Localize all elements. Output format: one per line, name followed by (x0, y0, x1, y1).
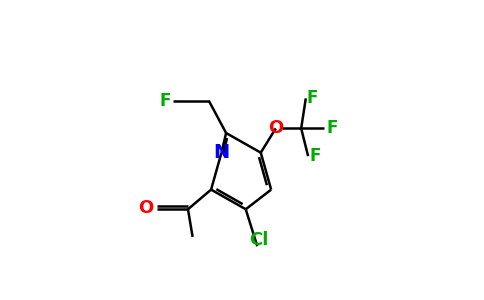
Text: Cl: Cl (249, 230, 268, 248)
Text: F: F (327, 119, 338, 137)
Text: O: O (268, 119, 284, 137)
Text: F: F (309, 147, 320, 165)
Text: N: N (213, 143, 229, 162)
Text: F: F (307, 89, 318, 107)
Text: F: F (159, 92, 171, 110)
Text: O: O (138, 199, 153, 217)
